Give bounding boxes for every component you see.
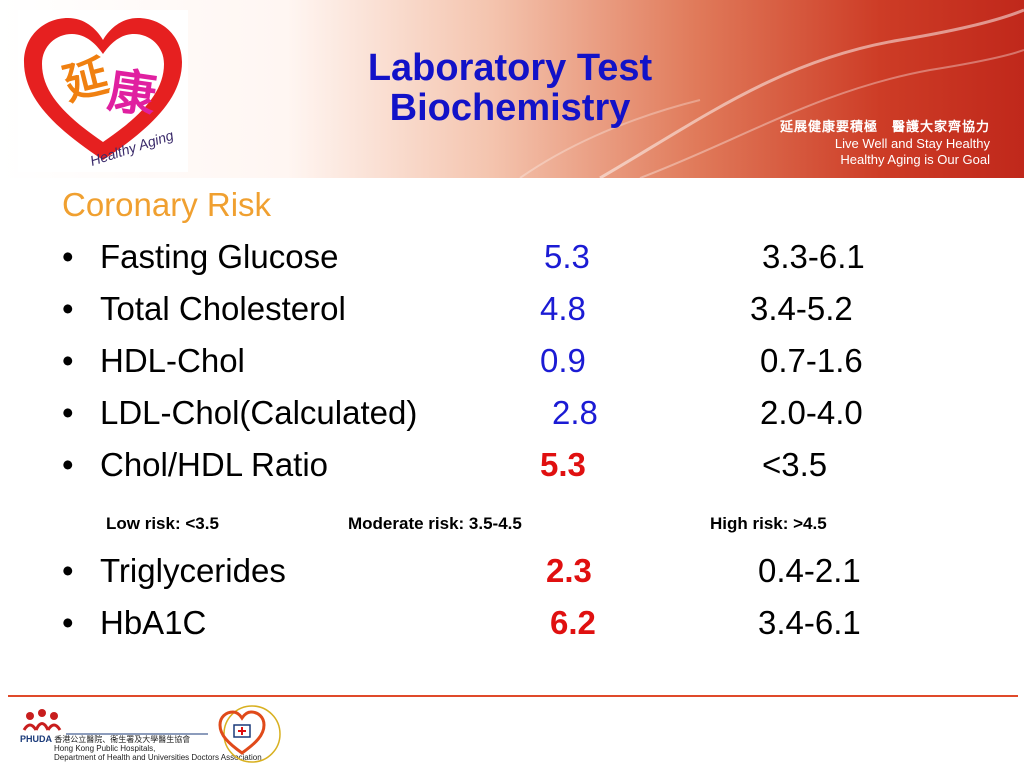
test-name: HDL-Chol — [100, 342, 245, 379]
test-row-chol-hdl-ratio: • Chol/HDL Ratio 5.3 <3.5 — [62, 446, 962, 490]
bullet: • — [62, 290, 74, 327]
reference-range: 2.0-4.0 — [760, 394, 863, 431]
reference-range: 3.4-5.2 — [750, 290, 853, 327]
header-swirl-decoration — [519, 8, 1024, 178]
slogan: 延展健康要積極 醫護大家齊協力 Live Well and Stay Healt… — [780, 118, 990, 168]
phuda-text: PHUDA 香港公立醫院、衞生署及大學醫生協會 Hong Kong Public… — [20, 734, 262, 763]
test-row-fasting-glucose: • Fasting Glucose 5.3 3.3-6.1 — [62, 238, 962, 282]
reference-range: 3.3-6.1 — [762, 238, 865, 275]
phuda-english-2: Department of Health and Universities Do… — [54, 753, 262, 762]
test-name: Chol/HDL Ratio — [100, 446, 329, 483]
association-seal — [212, 703, 286, 765]
test-name: Fasting Glucose — [100, 238, 339, 275]
test-name: HbA1C — [100, 604, 207, 641]
slogan-english-1: Live Well and Stay Healthy — [834, 136, 990, 151]
bullet: • — [62, 238, 74, 275]
phuda-english-1: Hong Kong Public Hospitals, — [54, 744, 156, 753]
heart-seal-icon — [218, 705, 281, 763]
test-row-hdl-chol: • HDL-Chol 0.9 0.7-1.6 — [62, 342, 962, 386]
bullet: • — [62, 394, 74, 431]
test-row-triglycerides: • Triglycerides 2.3 0.4-2.1 — [62, 552, 962, 596]
test-value: 2.8 — [552, 394, 598, 431]
phuda-logo — [20, 708, 210, 764]
test-value-abnormal: 5.3 — [540, 446, 586, 483]
test-row-ldl-chol: • LDL-Chol(Calculated) 2.8 2.0-4.0 — [62, 394, 962, 438]
test-value-abnormal: 2.3 — [546, 552, 592, 589]
phuda-chinese: 香港公立醫院、衞生署及大學醫生協會 — [54, 735, 191, 744]
title-line-1: Laboratory Test — [367, 47, 653, 89]
risk-moderate: Moderate risk: 3.5-4.5 — [348, 514, 522, 533]
test-name: LDL-Chol(Calculated) — [100, 394, 418, 431]
test-row-hba1c: • HbA1C 6.2 3.4-6.1 — [62, 604, 962, 648]
reference-range: 0.4-2.1 — [758, 552, 861, 589]
heart-logo-icon: 延 康 Healthy Aging — [24, 18, 182, 169]
reference-range: <3.5 — [762, 446, 828, 483]
phuda-abbr: PHUDA — [20, 734, 53, 744]
risk-high: High risk: >4.5 — [710, 514, 827, 533]
risk-low: Low risk: <3.5 — [106, 514, 219, 533]
header-banner: 延 康 Healthy Aging Laboratory Test Bioche… — [0, 0, 1024, 178]
healthy-aging-logo: 延 康 Healthy Aging — [18, 10, 188, 172]
title-line-2: Biochemistry — [389, 87, 631, 129]
test-value: 5.3 — [544, 238, 590, 275]
bullet: • — [62, 552, 74, 589]
test-value-abnormal: 6.2 — [550, 604, 596, 641]
bullet: • — [62, 342, 74, 379]
reference-range: 0.7-1.6 — [760, 342, 863, 379]
page-title: Laboratory Test Biochemistry — [300, 48, 720, 128]
test-value: 4.8 — [540, 290, 586, 327]
test-value: 0.9 — [540, 342, 586, 379]
slogan-english-2: Healthy Aging is Our Goal — [840, 152, 990, 167]
svg-text:康: 康 — [104, 62, 159, 124]
section-title: Coronary Risk — [62, 186, 272, 223]
footer-divider — [8, 695, 1018, 697]
reference-range: 3.4-6.1 — [758, 604, 861, 641]
slogan-chinese: 延展健康要積極 醫護大家齊協力 — [779, 119, 990, 134]
people-group-icon — [22, 709, 208, 735]
test-name: Total Cholesterol — [100, 290, 346, 327]
test-name: Triglycerides — [100, 552, 286, 589]
test-row-total-cholesterol: • Total Cholesterol 4.8 3.4-5.2 — [62, 290, 962, 334]
bullet: • — [62, 604, 74, 641]
bullet: • — [62, 446, 74, 483]
